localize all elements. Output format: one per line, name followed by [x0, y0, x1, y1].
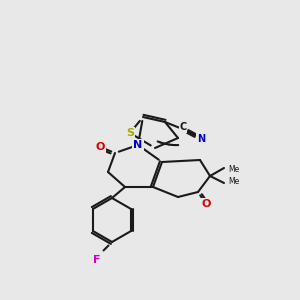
Text: S: S — [126, 128, 134, 138]
Text: Me: Me — [228, 178, 239, 187]
Text: N: N — [197, 134, 205, 144]
Text: C: C — [179, 122, 187, 132]
Text: N: N — [134, 140, 142, 150]
Text: F: F — [93, 255, 101, 265]
Text: Me: Me — [228, 164, 239, 173]
Text: O: O — [95, 142, 105, 152]
Text: O: O — [201, 199, 211, 209]
